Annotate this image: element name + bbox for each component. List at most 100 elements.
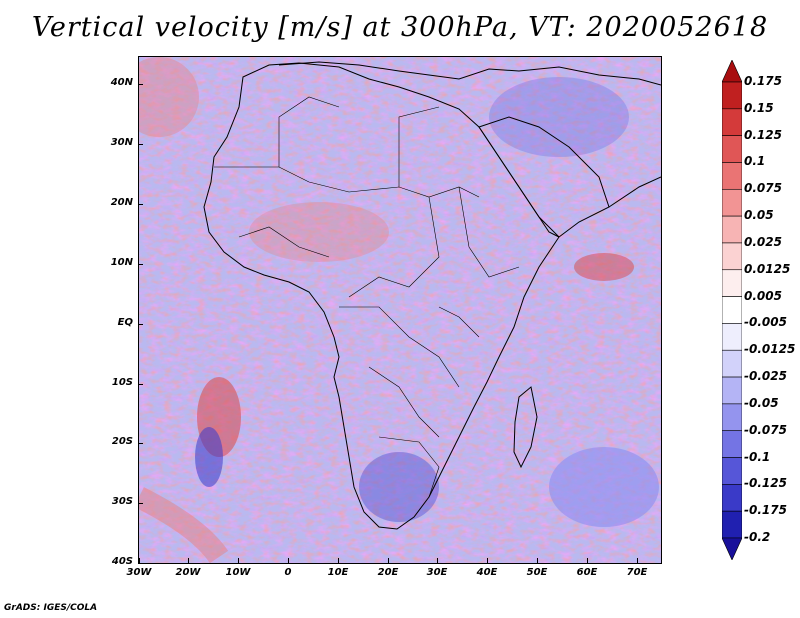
latitude-tick xyxy=(138,563,143,564)
longitude-label: 40E xyxy=(476,567,498,578)
longitude-tick xyxy=(338,558,339,563)
colorbar-segment xyxy=(722,108,742,136)
colorbar-label: 0.0125 xyxy=(744,261,791,276)
border-east xyxy=(438,306,480,338)
colorbar-label: -0.0125 xyxy=(744,342,796,357)
nw-red xyxy=(139,57,199,137)
latitude-tick xyxy=(138,264,143,265)
border-sahara xyxy=(214,166,480,198)
longitude-tick xyxy=(139,558,140,563)
latitude-tick xyxy=(138,204,143,205)
grads-credit: GrADS: IGES/COLA xyxy=(4,603,98,613)
longitude-label: 10E xyxy=(327,567,349,578)
cyclone-blue-arm xyxy=(195,427,223,487)
colorbar-label: -0.125 xyxy=(744,476,787,491)
longitude-tick xyxy=(437,558,438,563)
latitude-label: 20S xyxy=(111,436,133,447)
latitude-tick xyxy=(138,443,143,444)
longitude-label: 70E xyxy=(626,567,648,578)
colorbar-segment xyxy=(722,323,742,351)
latitude-label: 10S xyxy=(111,377,133,388)
colorbar-label: -0.1 xyxy=(744,449,771,464)
colorbar-label: -0.175 xyxy=(744,503,787,518)
colorbar-segment xyxy=(722,510,742,539)
longitude-tick xyxy=(487,558,488,563)
border-congo xyxy=(339,306,460,388)
latitude-tick xyxy=(138,144,143,145)
longitude-tick xyxy=(288,558,289,563)
colorbar-segment xyxy=(722,81,742,110)
latitude-label: 20N xyxy=(110,197,133,208)
colorbar-segment xyxy=(722,430,742,458)
latitude-label: 40S xyxy=(111,556,133,567)
latitude-tick xyxy=(138,384,143,385)
coastlines xyxy=(203,61,661,530)
colorbar-segment xyxy=(722,135,742,163)
cyclone-band xyxy=(139,487,229,563)
colorbar-label: 0.15 xyxy=(744,100,774,115)
colorbar-label: -0.05 xyxy=(744,395,779,410)
colorbar-segment xyxy=(722,60,742,83)
colorbar-label: 0.05 xyxy=(744,208,774,223)
longitude-tick xyxy=(238,558,239,563)
latitude-label: EQ xyxy=(117,317,133,328)
longitude-label: 30E xyxy=(426,567,448,578)
colorbar-segment xyxy=(722,457,742,485)
border-south xyxy=(378,436,440,498)
longitude-label: 0 xyxy=(284,567,292,578)
middle-east-blue xyxy=(489,77,629,157)
latitude-label: 30N xyxy=(110,137,133,148)
map-title: Vertical velocity [m/s] at 300hPa, VT: 2… xyxy=(31,12,769,43)
longitude-label: 20W xyxy=(175,567,201,578)
arabian-sea-red xyxy=(574,253,634,281)
latitude-tick xyxy=(138,324,143,325)
map-panel[interactable] xyxy=(138,56,662,564)
colorbar-segment xyxy=(722,242,742,271)
map-field xyxy=(139,57,661,563)
colorbar-segment xyxy=(722,162,742,190)
colorbar-segment xyxy=(722,188,742,217)
colorbar-label: -0.005 xyxy=(744,315,787,330)
latitude-label: 30S xyxy=(111,496,133,507)
colorbar xyxy=(722,60,742,560)
colorbar-label: -0.075 xyxy=(744,422,787,437)
longitude-label: 50E xyxy=(526,567,548,578)
colorbar-label: 0.005 xyxy=(744,288,782,303)
persia-coast xyxy=(608,176,661,208)
latitude-label: 10N xyxy=(110,257,133,268)
border-chad xyxy=(348,196,440,298)
africa-coastline xyxy=(203,62,560,530)
colorbar-segment xyxy=(722,296,742,324)
colorbar-segment xyxy=(722,215,742,244)
madagascar-coastline xyxy=(513,386,538,469)
border-libya xyxy=(398,106,440,187)
colorbar-label: -0.2 xyxy=(744,530,771,544)
colorbar-label: 0.1 xyxy=(744,154,766,169)
border-algeria xyxy=(278,96,340,167)
longitude-tick xyxy=(188,558,189,563)
colorbar-label: 0.025 xyxy=(744,234,782,249)
longitude-label: 20E xyxy=(377,567,399,578)
colorbar-segment xyxy=(722,349,742,378)
latitude-tick xyxy=(138,84,143,85)
longitude-label: 60E xyxy=(576,567,598,578)
border-sudan xyxy=(458,186,520,278)
colorbar-label: 0.175 xyxy=(744,74,782,88)
colorbar-segment xyxy=(722,403,742,432)
longitude-tick xyxy=(537,558,538,563)
colorbar-label: 0.075 xyxy=(744,181,782,196)
border-west xyxy=(238,226,330,258)
colorbar-segment xyxy=(722,537,742,560)
latitude-label: 40N xyxy=(110,77,133,88)
colorbar-label: -0.025 xyxy=(744,369,787,384)
colorbar-segment xyxy=(722,269,742,297)
longitude-label: 30W xyxy=(126,567,152,578)
colorbar-label: 0.125 xyxy=(744,127,782,142)
longitude-label: 10W xyxy=(225,567,251,578)
latitude-tick xyxy=(138,503,143,504)
sahel-red xyxy=(249,202,389,262)
country-borders xyxy=(214,96,520,498)
border-angola xyxy=(368,366,440,438)
arabia-coastline xyxy=(478,116,610,238)
colorbar-segment xyxy=(722,484,742,512)
